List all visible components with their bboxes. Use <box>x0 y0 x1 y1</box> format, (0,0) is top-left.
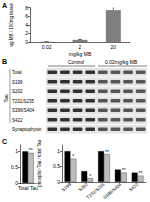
svg-text:S199: S199 <box>12 80 23 85</box>
svg-text:Synaptophysin: Synaptophysin <box>12 127 42 132</box>
svg-text:2: 2 <box>25 30 28 36</box>
svg-text:S396/S404: S396/S404 <box>12 108 35 113</box>
svg-text:Total: Total <box>12 70 22 75</box>
svg-text:S422: S422 <box>12 118 23 123</box>
svg-text:S202: S202 <box>12 89 23 94</box>
svg-text:**: ** <box>29 147 33 153</box>
svg-text:A: A <box>2 2 7 9</box>
svg-text:**: ** <box>139 170 143 176</box>
svg-text:B: B <box>2 58 7 65</box>
svg-text:0: 0 <box>25 39 28 45</box>
svg-text:0.5: 0.5 <box>11 164 18 170</box>
svg-text:1: 1 <box>57 148 60 154</box>
svg-text:8: 8 <box>25 5 28 11</box>
svg-text:0: 0 <box>57 179 60 185</box>
svg-text:Control: Control <box>68 59 84 65</box>
svg-text:T231/S235: T231/S235 <box>85 181 106 200</box>
svg-text:20: 20 <box>111 44 117 50</box>
svg-text:0.02mg/kg MB: 0.02mg/kg MB <box>105 59 138 65</box>
svg-text:**: ** <box>122 167 126 173</box>
svg-text:S202: S202 <box>78 182 90 193</box>
svg-text:6: 6 <box>25 13 28 19</box>
svg-text:1: 1 <box>15 148 18 154</box>
svg-text:4: 4 <box>25 22 28 28</box>
svg-text:0.02: 0.02 <box>42 44 52 50</box>
svg-text:Tau: Tau <box>3 94 9 102</box>
svg-text:0: 0 <box>15 180 18 186</box>
svg-text:ug MB / 100mg tissue: ug MB / 100mg tissue <box>9 3 14 47</box>
svg-text:C: C <box>2 138 7 145</box>
svg-text:*: * <box>72 153 74 159</box>
svg-text:*: * <box>89 173 91 179</box>
svg-text:S422: S422 <box>128 182 140 193</box>
svg-text:2: 2 <box>79 44 82 50</box>
svg-text:S396/S404: S396/S404 <box>102 182 123 200</box>
svg-text:Total Tau: Total Tau <box>18 185 38 191</box>
svg-text:phospho-Tau / total Tau: phospho-Tau / total Tau <box>37 140 42 187</box>
svg-text:0.5: 0.5 <box>53 163 60 169</box>
svg-text:**: ** <box>105 149 109 155</box>
svg-text:S199: S199 <box>61 182 73 193</box>
svg-text:T231/S235: T231/S235 <box>12 99 35 104</box>
svg-text:mg/kg MB: mg/kg MB <box>69 51 92 57</box>
